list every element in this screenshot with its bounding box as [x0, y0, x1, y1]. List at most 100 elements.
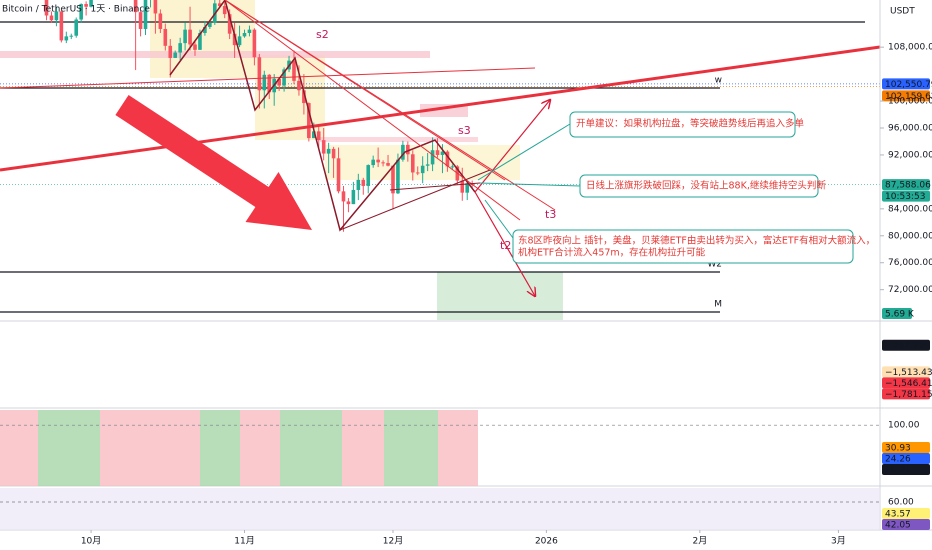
price-badge-label: −1,781.15	[885, 390, 932, 400]
candle-body	[435, 150, 440, 155]
candle-body	[198, 33, 202, 50]
callout-box	[512, 229, 854, 264]
band	[240, 410, 280, 486]
candle-body	[262, 74, 267, 91]
price-badge	[882, 508, 930, 520]
candle-body	[297, 80, 301, 91]
candle-body	[49, 15, 54, 21]
candle-body	[59, 11, 64, 41]
volume-badge	[882, 308, 912, 319]
candle-body	[69, 35, 74, 37]
candle-body	[153, 0, 158, 14]
candle-body	[133, 0, 138, 13]
x-tick-label: 11月	[234, 536, 254, 547]
price-badge	[882, 388, 930, 400]
band	[0, 488, 880, 530]
countdown: 10:53:53	[885, 192, 925, 202]
candle-body	[64, 36, 69, 41]
note: 东8区昨夜向上 插针，美盘，贝莱德ETF由卖出转为买入，富达ETF有相对大额流入…	[518, 235, 875, 247]
trend-line	[0, 67, 536, 89]
price-badge	[882, 90, 930, 102]
candle-body	[138, 12, 143, 29]
candle-body	[401, 144, 405, 160]
callout-box	[579, 174, 819, 198]
candle-body	[143, 0, 148, 29]
candle-body	[54, 11, 59, 21]
price-badge	[882, 366, 930, 378]
big-arrow	[115, 95, 313, 230]
arrow	[474, 191, 535, 296]
price-badge	[882, 453, 930, 465]
price-badge-label: 87,588.06	[885, 181, 931, 191]
candle-body	[44, 0, 49, 16]
y-tick-label: 80,000.00	[888, 231, 932, 241]
candle-body	[217, 3, 222, 7]
price-badge	[882, 339, 930, 351]
callout-line	[484, 199, 514, 239]
level-label: w	[715, 75, 722, 85]
candle-body	[193, 44, 197, 50]
zone	[320, 137, 478, 142]
candle-body	[415, 172, 420, 174]
candle-body	[257, 57, 262, 91]
price-badge	[882, 179, 930, 191]
x-tick-label: 3月	[831, 536, 846, 547]
price-badge	[882, 464, 930, 476]
band	[200, 410, 240, 486]
candle-body	[376, 159, 380, 163]
y-tick-label: 96,000.00	[888, 124, 932, 134]
candle-body	[178, 43, 182, 53]
candle-body	[267, 74, 272, 93]
candle-body	[173, 52, 178, 58]
arrow	[474, 100, 550, 193]
candle-body	[168, 45, 173, 58]
candle-body	[430, 150, 435, 165]
candle-body	[336, 158, 341, 192]
wave-line	[169, 0, 476, 232]
candle-body	[391, 165, 395, 194]
y-tick-label: 92,000.00	[888, 150, 932, 160]
band	[38, 410, 100, 486]
wave-label: s2	[316, 28, 329, 41]
band	[384, 410, 438, 486]
wave-label: t3	[545, 208, 556, 221]
y-tick-label: 100.00	[888, 421, 920, 431]
candle-body	[465, 183, 470, 193]
candle-body	[445, 151, 450, 167]
candle-body	[74, 19, 79, 36]
band	[0, 410, 38, 486]
candle-body	[341, 191, 346, 202]
unit: USDT	[890, 7, 915, 17]
note: 日线上涨旗形跌破回踩，没有站上88K,继续维持空头判断	[586, 180, 826, 192]
y-tick-label: 60.00	[888, 498, 914, 508]
level-label: M	[714, 299, 722, 309]
price-badge-label: 24.26	[885, 455, 911, 465]
price-badge-label: −267.72	[885, 341, 924, 351]
price-badge-label: −1,513.43	[885, 368, 932, 378]
candle-body	[331, 148, 336, 159]
zone	[0, 51, 430, 58]
channel-line	[339, 169, 491, 231]
y-tick-label: 72,000.00	[888, 285, 932, 295]
candle-body	[158, 13, 163, 29]
band	[100, 410, 200, 486]
panes	[0, 0, 932, 531]
candle-body	[311, 131, 316, 139]
candle-body	[351, 189, 356, 205]
candle-body	[79, 4, 83, 20]
price-badge-label: 42.05	[885, 521, 911, 531]
band	[280, 410, 342, 486]
candle-body	[396, 159, 400, 194]
channel-line	[389, 182, 481, 191]
x-tick-label: 10月	[81, 536, 101, 547]
candle-body	[361, 179, 366, 186]
price-badge-label: 43.57	[885, 510, 911, 520]
zone	[437, 272, 563, 320]
y-tick-label: 76,000.00	[888, 258, 932, 268]
chart-title: Bitcoin / TetherUS · 1天 · Binance	[2, 5, 150, 15]
price-badge	[882, 442, 930, 454]
candle-body	[356, 179, 361, 190]
band	[342, 410, 384, 486]
